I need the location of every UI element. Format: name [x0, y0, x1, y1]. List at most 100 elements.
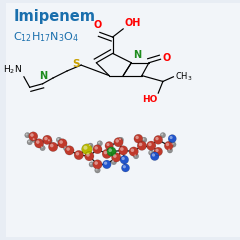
Circle shape [59, 140, 63, 144]
Text: C$_{12}$H$_{17}$N$_{3}$O$_{4}$: C$_{12}$H$_{17}$N$_{3}$O$_{4}$ [13, 30, 79, 44]
Circle shape [155, 149, 159, 152]
Circle shape [169, 136, 173, 139]
Circle shape [168, 135, 176, 143]
Circle shape [137, 141, 147, 150]
Circle shape [119, 138, 121, 140]
Circle shape [40, 145, 45, 151]
Circle shape [32, 137, 37, 143]
Circle shape [56, 137, 62, 143]
Circle shape [129, 147, 138, 156]
Circle shape [64, 146, 66, 148]
Text: N: N [133, 50, 141, 60]
Circle shape [154, 147, 162, 156]
Circle shape [152, 153, 155, 157]
Circle shape [96, 168, 98, 170]
Circle shape [150, 152, 159, 161]
Circle shape [155, 137, 159, 140]
Circle shape [119, 146, 128, 155]
Circle shape [34, 139, 44, 148]
Circle shape [104, 162, 107, 165]
Circle shape [133, 154, 139, 159]
Circle shape [82, 144, 92, 155]
Text: O: O [163, 53, 171, 63]
Circle shape [123, 165, 126, 168]
Circle shape [90, 163, 92, 165]
Circle shape [28, 140, 30, 143]
Circle shape [36, 140, 40, 144]
Circle shape [111, 159, 117, 165]
Circle shape [94, 161, 98, 165]
Circle shape [102, 149, 112, 159]
Circle shape [172, 143, 174, 145]
Circle shape [160, 132, 166, 138]
Circle shape [65, 146, 74, 155]
Circle shape [142, 137, 147, 143]
Circle shape [120, 147, 124, 151]
Circle shape [142, 138, 144, 140]
Circle shape [88, 143, 93, 148]
Circle shape [93, 160, 102, 169]
Circle shape [102, 160, 111, 169]
Circle shape [134, 134, 143, 143]
Circle shape [139, 143, 142, 146]
Circle shape [63, 145, 69, 151]
Circle shape [106, 143, 110, 146]
Text: O: O [93, 20, 102, 30]
Circle shape [120, 155, 129, 164]
Circle shape [104, 151, 107, 154]
Circle shape [29, 132, 38, 141]
Circle shape [115, 139, 119, 143]
Circle shape [168, 149, 170, 151]
Circle shape [57, 138, 59, 140]
Circle shape [98, 142, 100, 144]
Circle shape [76, 152, 79, 156]
Circle shape [114, 138, 123, 147]
Circle shape [113, 154, 117, 158]
Circle shape [89, 144, 91, 146]
Circle shape [105, 142, 113, 150]
Circle shape [147, 141, 156, 150]
Circle shape [121, 157, 125, 160]
Circle shape [108, 149, 112, 152]
Circle shape [135, 136, 139, 139]
Circle shape [33, 138, 35, 140]
Circle shape [85, 151, 94, 161]
Circle shape [112, 160, 114, 162]
Circle shape [74, 150, 84, 160]
Circle shape [118, 137, 124, 143]
Circle shape [58, 139, 67, 148]
Circle shape [134, 155, 136, 156]
Circle shape [97, 141, 102, 146]
Circle shape [121, 164, 130, 172]
Circle shape [44, 137, 48, 140]
Circle shape [107, 147, 116, 156]
Circle shape [84, 146, 88, 150]
Circle shape [41, 146, 43, 148]
Circle shape [48, 142, 58, 151]
Circle shape [148, 143, 152, 146]
Circle shape [25, 132, 30, 138]
Circle shape [164, 141, 173, 150]
Text: HO: HO [142, 96, 157, 104]
Text: H$_2$N: H$_2$N [3, 63, 22, 76]
Circle shape [150, 151, 151, 153]
Circle shape [93, 145, 102, 154]
Circle shape [47, 138, 52, 144]
Circle shape [154, 135, 163, 144]
Circle shape [48, 139, 50, 141]
Circle shape [149, 150, 154, 155]
Circle shape [26, 133, 28, 135]
Circle shape [27, 139, 32, 145]
Circle shape [95, 146, 98, 150]
Circle shape [42, 135, 52, 144]
Text: N: N [39, 71, 47, 81]
Circle shape [131, 149, 134, 152]
Circle shape [112, 153, 121, 162]
Text: S: S [72, 59, 80, 69]
Circle shape [171, 142, 176, 147]
Circle shape [66, 147, 70, 151]
Text: Imipenem: Imipenem [13, 9, 95, 24]
Circle shape [167, 148, 173, 153]
Circle shape [161, 133, 163, 135]
Circle shape [30, 133, 34, 137]
